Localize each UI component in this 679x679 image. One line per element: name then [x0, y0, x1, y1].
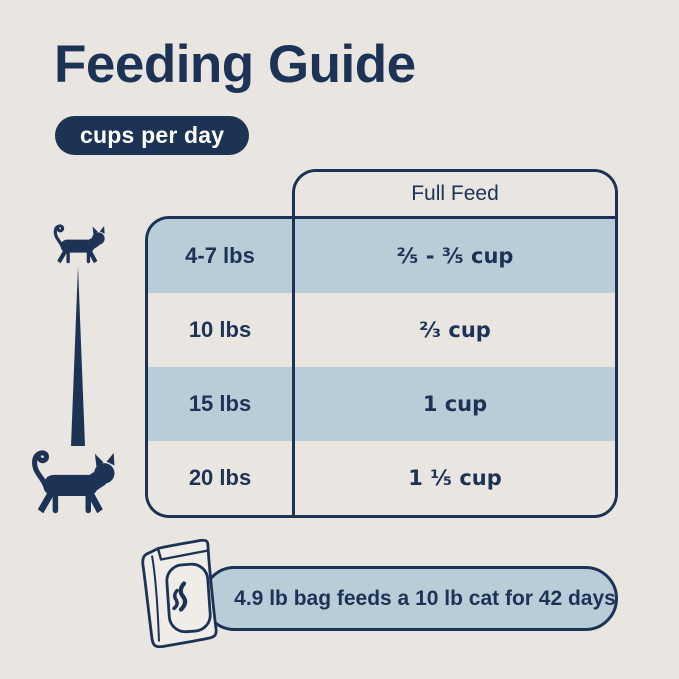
small-cat-icon: [53, 224, 105, 264]
amount-label: 1 ¹⁄₅ cup: [408, 466, 502, 490]
page-title: Feeding Guide: [54, 35, 416, 94]
weight-label: 4-7 lbs: [185, 243, 255, 268]
full-feed-column: Full Feed ²⁄₅ - ³⁄₅ cup ²⁄₃ cup 1 cup 1 …: [292, 169, 618, 518]
amount-label: 1 cup: [422, 392, 488, 416]
table-row-amount: ²⁄₃ cup: [295, 293, 615, 367]
table-row-amount: 1 ¹⁄₅ cup: [295, 441, 615, 515]
table-row-amount: 1 cup: [295, 367, 615, 441]
weight-label: 20 lbs: [188, 465, 252, 490]
size-scale-wedge: [71, 266, 85, 446]
footer-banner: 4.9 lb bag feeds a 10 lb cat for 42 days: [202, 566, 618, 631]
table-row-weight: 4-7 lbs: [148, 219, 292, 293]
food-bag-icon: [141, 538, 218, 649]
steam-icon: [172, 588, 179, 611]
table-row-weight: 10 lbs: [148, 293, 292, 367]
column-header: Full Feed: [295, 172, 615, 219]
table-row-weight: 15 lbs: [148, 367, 292, 441]
amount-label: ²⁄₃ cup: [419, 318, 491, 342]
cups-per-day-badge: cups per day: [55, 116, 250, 155]
footer-note: 4.9 lb bag feeds a 10 lb cat for 42 days: [234, 586, 616, 610]
weight-label: 10 lbs: [188, 317, 252, 342]
amount-label: ²⁄₅ - ³⁄₅ cup: [396, 244, 514, 268]
steam-icon: [178, 581, 188, 612]
table-row-weight: 20 lbs: [148, 441, 292, 515]
weight-label: 15 lbs: [188, 391, 252, 416]
table-row-amount: ²⁄₅ - ³⁄₅ cup: [295, 219, 615, 293]
large-cat-icon: [32, 450, 115, 514]
weight-column: 4-7 lbs 10 lbs 15 lbs 20 lbs: [145, 216, 292, 518]
